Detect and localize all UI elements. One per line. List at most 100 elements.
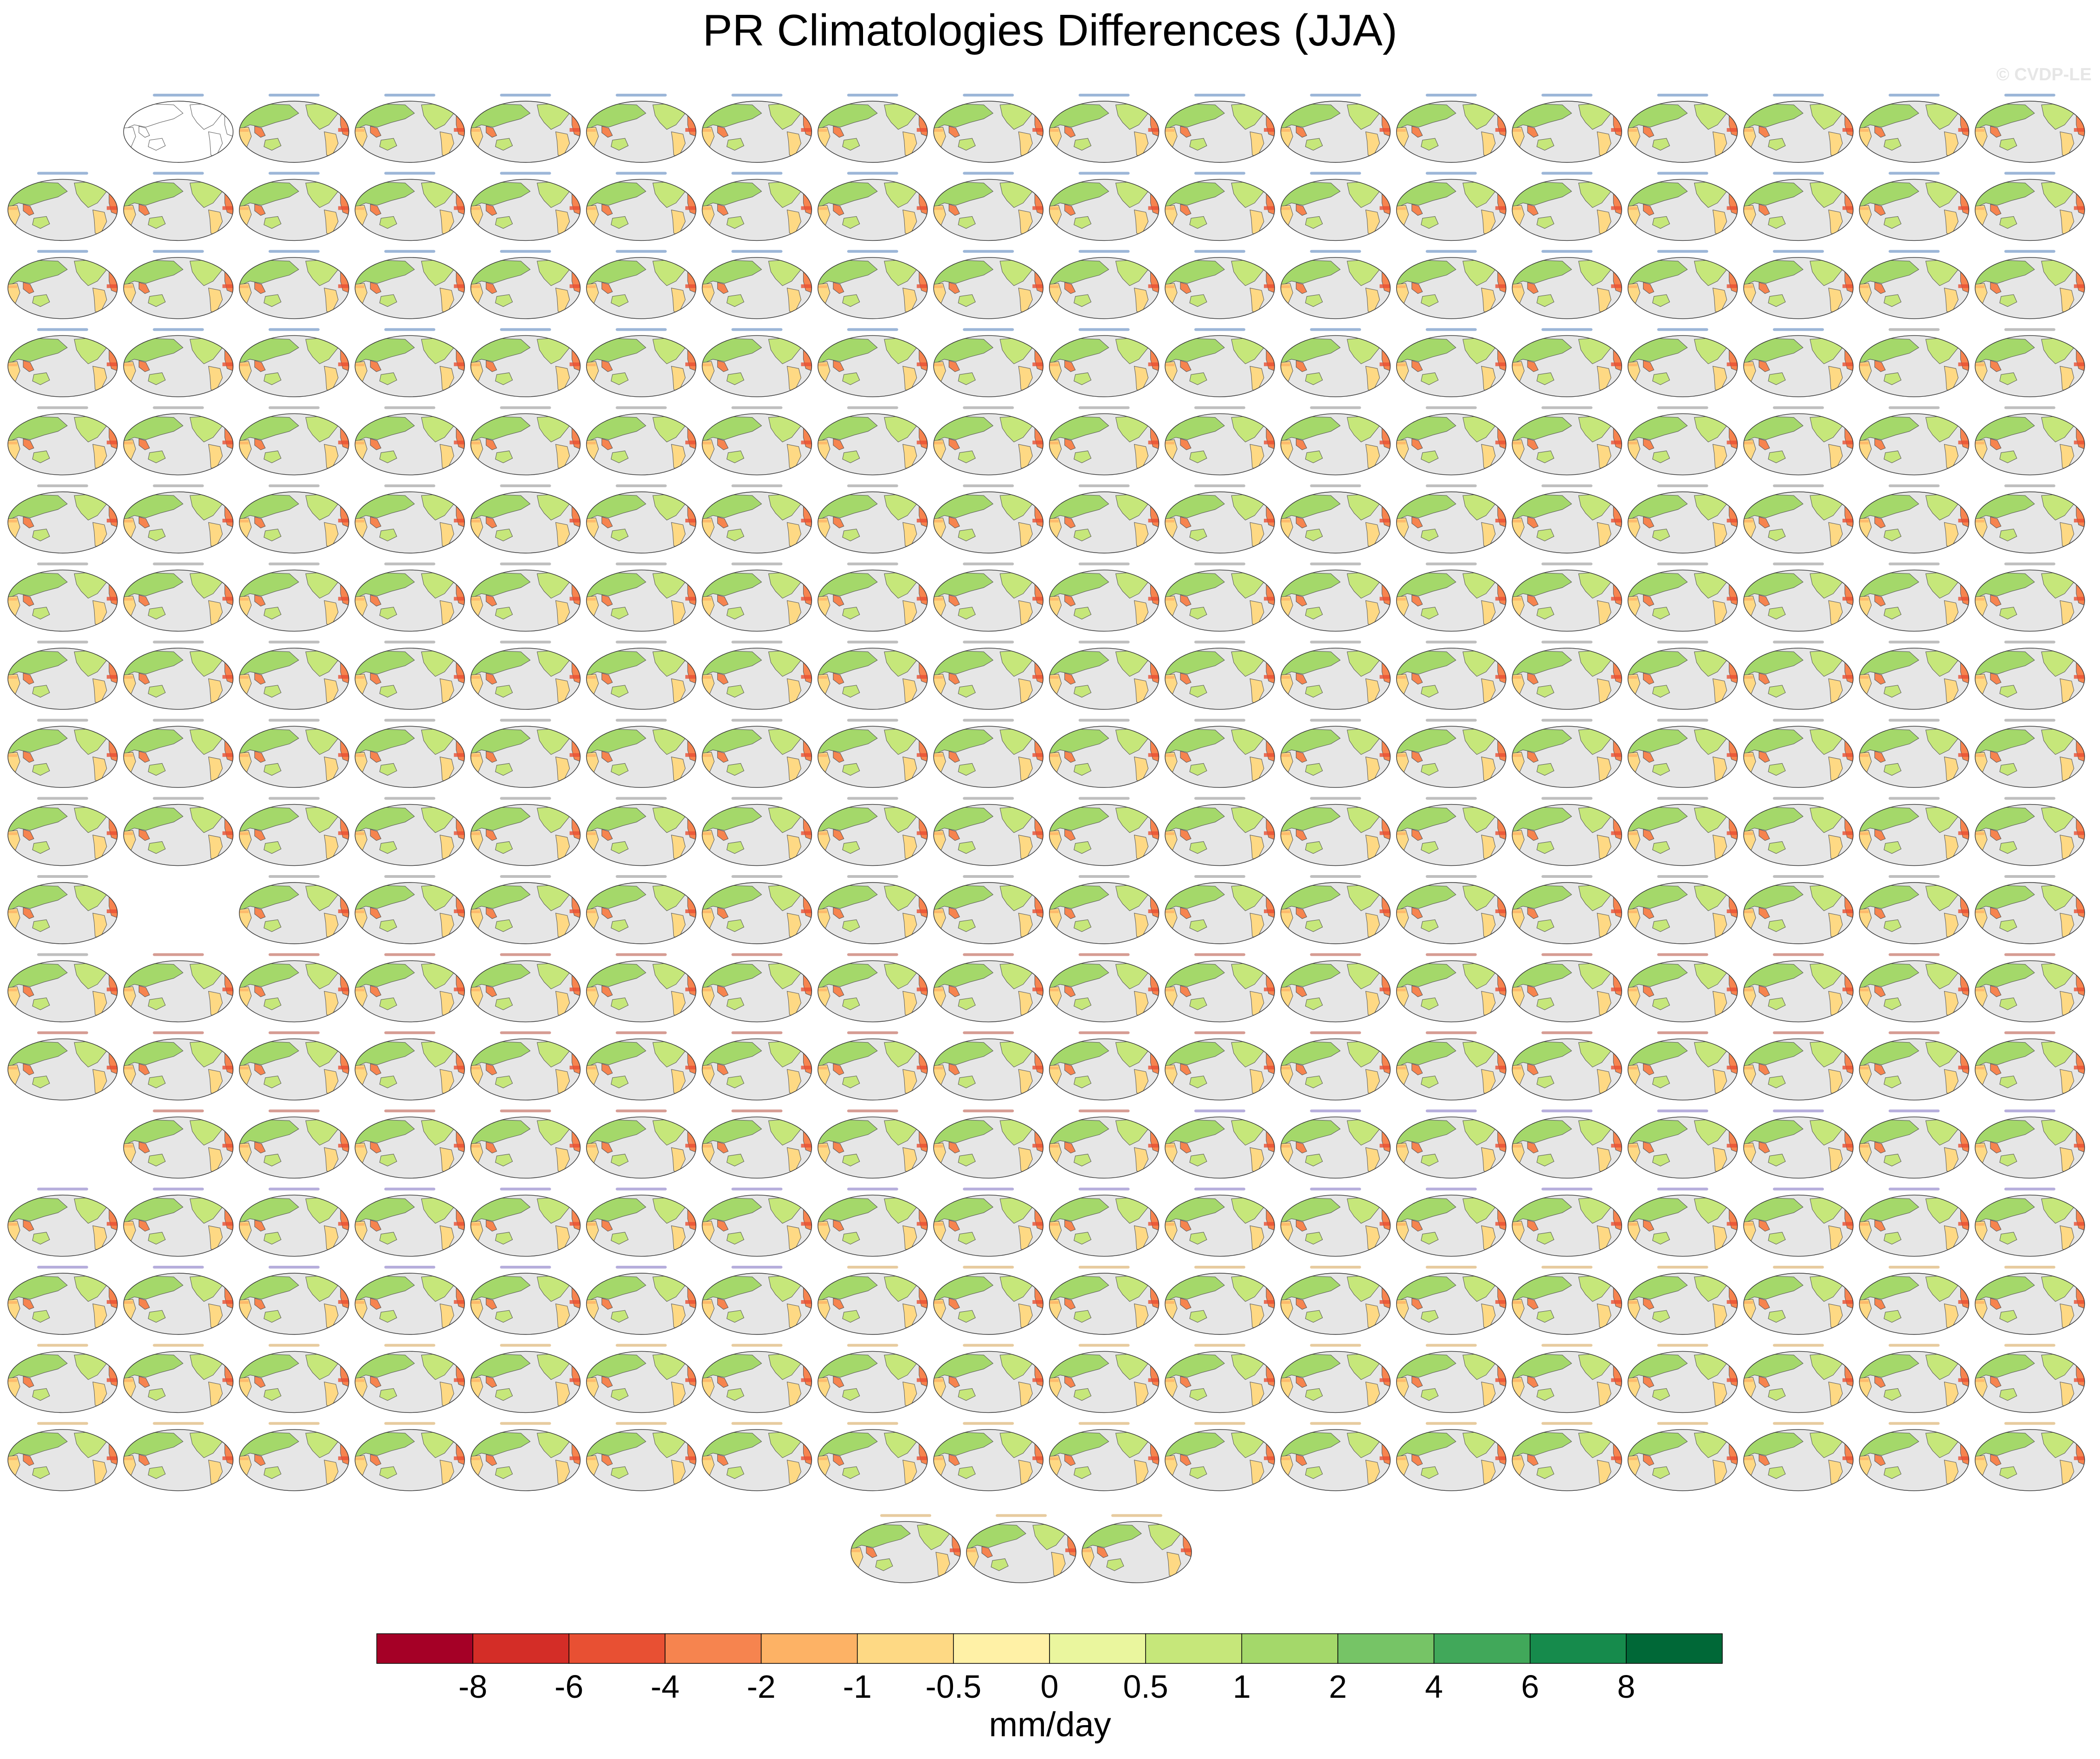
map-panel <box>470 640 581 710</box>
map-panel <box>1975 640 2085 710</box>
map-panel <box>586 1187 696 1257</box>
map-panel <box>1512 797 1622 866</box>
map-panel <box>7 719 118 788</box>
map-panel <box>354 484 465 554</box>
colorbar-box <box>1241 1633 1339 1664</box>
map-panel <box>818 953 928 1023</box>
map-panel <box>1512 875 1622 944</box>
map-panel <box>818 1187 928 1257</box>
map-panel <box>1165 484 1275 554</box>
map-panel <box>7 875 118 944</box>
map-panel <box>933 1422 1044 1491</box>
map-panel <box>1512 1109 1622 1179</box>
map-panel <box>239 953 349 1023</box>
map-panel <box>1049 562 1160 632</box>
map-panel <box>123 1109 234 1179</box>
map-panel <box>933 719 1044 788</box>
map-panel <box>1396 172 1507 241</box>
map-panel <box>1165 250 1275 319</box>
map-panel <box>1165 94 1275 163</box>
map-panel <box>1512 1187 1622 1257</box>
map-panel <box>7 640 118 710</box>
colorbar-tick-label: 2 <box>1328 1669 1347 1705</box>
colorbar-box <box>760 1633 858 1664</box>
map-panel <box>702 562 812 632</box>
map-panel <box>1049 406 1160 476</box>
map-panel <box>354 640 465 710</box>
colorbar-tick-label: -6 <box>554 1669 584 1705</box>
map-panel <box>1512 1344 1622 1413</box>
map-panel <box>1280 484 1391 554</box>
map-panel <box>1280 640 1391 710</box>
map-panel <box>1396 640 1507 710</box>
map-panel <box>1396 1422 1507 1491</box>
map-panel <box>470 1187 581 1257</box>
colorbar-box <box>1049 1633 1146 1664</box>
map-panel <box>470 1344 581 1413</box>
map-panel <box>7 1187 118 1257</box>
map-panel <box>586 328 696 397</box>
map-panel <box>933 640 1044 710</box>
map-panel <box>239 250 349 319</box>
map-panel <box>933 1109 1044 1179</box>
map-panel <box>702 719 812 788</box>
map-panel <box>354 94 465 163</box>
map-panel <box>1280 172 1391 241</box>
map-panel <box>1396 250 1507 319</box>
map-panel <box>7 797 118 866</box>
map-panel <box>933 1266 1044 1335</box>
map-panel <box>1512 172 1622 241</box>
map-panel <box>1743 797 1854 866</box>
map-panel <box>7 562 118 632</box>
map-panel <box>239 797 349 866</box>
map-panel <box>1859 328 1970 397</box>
map-panel <box>1975 1031 2085 1101</box>
map-panel <box>586 797 696 866</box>
map-panel <box>1743 94 1854 163</box>
map-panel <box>1627 562 1738 632</box>
map-panel <box>1280 1344 1391 1413</box>
map-panel <box>1859 172 1970 241</box>
map-panel <box>123 953 234 1023</box>
map-panel <box>1859 719 1970 788</box>
map-panel <box>1049 1109 1160 1179</box>
map-panel <box>1743 1344 1854 1413</box>
map-panel <box>1975 1109 2085 1179</box>
map-panel <box>1049 328 1160 397</box>
map-panel <box>1165 719 1275 788</box>
map-panel <box>470 250 581 319</box>
map-panel <box>7 328 118 397</box>
map-panel <box>1512 562 1622 632</box>
map-panel <box>470 562 581 632</box>
map-panel <box>1049 1422 1160 1491</box>
colorbar-tick-label: 0.5 <box>1123 1669 1168 1705</box>
map-panel <box>1743 1187 1854 1257</box>
map-panel <box>586 953 696 1023</box>
colorbar-units-label: mm/day <box>989 1705 1111 1744</box>
map-panel <box>1975 1344 2085 1413</box>
map-panel <box>1627 953 1738 1023</box>
map-panel <box>586 1109 696 1179</box>
map-panel <box>1743 1109 1854 1179</box>
map-panel <box>1165 406 1275 476</box>
map-panel <box>1280 1187 1391 1257</box>
map-panel <box>123 172 234 241</box>
map-panel <box>470 875 581 944</box>
map-panel <box>1859 250 1970 319</box>
map-panel <box>586 875 696 944</box>
colorbar-tick-label: -2 <box>747 1669 776 1705</box>
map-panel <box>702 484 812 554</box>
map-panel <box>1859 640 1970 710</box>
map-panel <box>123 328 234 397</box>
map-panel <box>1396 719 1507 788</box>
map-panel <box>1280 719 1391 788</box>
map-panel <box>1743 250 1854 319</box>
map-panel <box>1049 1031 1160 1101</box>
map-panel <box>7 250 118 319</box>
map-panel <box>1049 1344 1160 1413</box>
map-panel <box>239 875 349 944</box>
map-panel <box>702 1187 812 1257</box>
map-panel <box>1512 1266 1622 1335</box>
map-panel <box>470 797 581 866</box>
map-panel <box>1627 1422 1738 1491</box>
